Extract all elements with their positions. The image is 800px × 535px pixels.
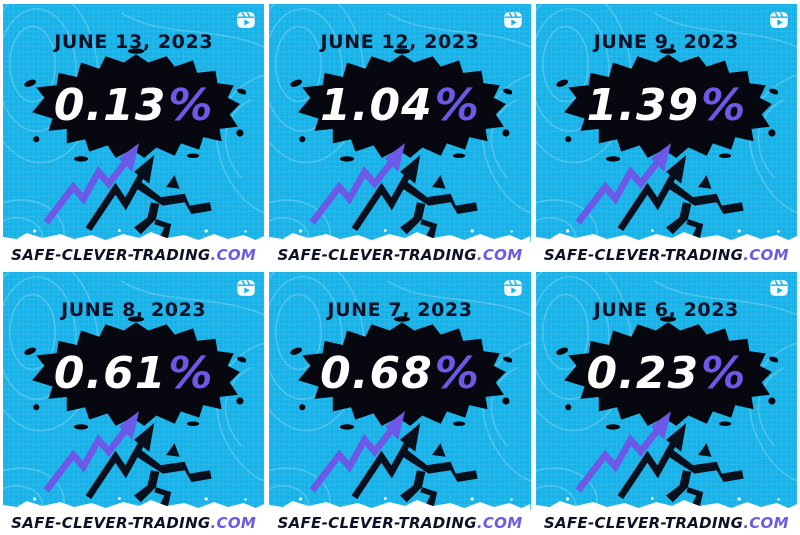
percent-readout: 0.68% (296, 324, 504, 422)
percent-readout: 1.04% (296, 56, 504, 154)
footer-band: SAFE-CLEVER-TRADING .COM (535, 497, 797, 535)
reels-icon (503, 279, 523, 297)
trading-post-tile[interactable]: JUNE 8, 2023 0.61% SAFE-CLEVER-TRADING .C… (3, 272, 265, 535)
percent-sign: % (168, 347, 214, 399)
website-tld: .COM (210, 245, 257, 264)
post-date: JUNE 12, 2023 (320, 31, 480, 53)
post-date: JUNE 8, 2023 (61, 299, 207, 321)
percent-sign: % (701, 79, 747, 131)
website-url: SAFE-CLEVER-TRADING .COM (269, 242, 530, 267)
website-tld: .COM (743, 245, 789, 264)
trading-post-tile[interactable]: JUNE 9, 2023 1.39% SAFE-CLEVER-TRADING .C… (535, 4, 797, 267)
torn-edge (535, 497, 797, 510)
percent-splash: 0.61% (23, 316, 246, 430)
percent-value: 0.61 (53, 347, 167, 399)
website-name: SAFE-CLEVER-TRADING (543, 245, 744, 264)
percent-readout: 0.13% (30, 56, 238, 154)
percent-readout: 0.23% (562, 324, 770, 422)
percent-splash: 1.04% (289, 48, 512, 162)
post-date: JUNE 9, 2023 (593, 31, 739, 53)
torn-edge (3, 497, 265, 510)
bull-arrow-illustration (560, 133, 772, 241)
footer-band: SAFE-CLEVER-TRADING .COM (535, 229, 797, 267)
website-name: SAFE-CLEVER-TRADING (277, 513, 477, 532)
website-name: SAFE-CLEVER-TRADING (543, 513, 744, 532)
percent-sign: % (168, 79, 214, 131)
torn-edge (535, 229, 797, 242)
trading-post-tile[interactable]: JUNE 12, 2023 1.04% SAFE-CLEVER-TRADING.… (269, 4, 531, 267)
reels-icon (769, 279, 789, 297)
torn-edge (3, 229, 265, 242)
website-url: SAFE-CLEVER-TRADING .COM (536, 510, 797, 535)
trading-post-tile[interactable]: JUNE 6, 2023 0.23% SAFE-CLEVER-TRADING .C… (535, 272, 797, 535)
percent-readout: 0.61% (30, 324, 238, 422)
website-url: SAFE-CLEVER-TRADING .COM (269, 510, 530, 535)
post-date: JUNE 7, 2023 (327, 299, 473, 321)
trading-post-tile[interactable]: JUNE 13, 2023 0.13% SAFE-CLEVER-TRADING.… (3, 4, 265, 267)
website-tld: .COM (210, 513, 257, 532)
post-date: JUNE 6, 2023 (593, 299, 739, 321)
percent-value: 0.23 (586, 347, 700, 399)
website-tld: .COM (476, 513, 523, 532)
post-date: JUNE 13, 2023 (54, 31, 214, 53)
percent-value: 0.68 (320, 347, 433, 399)
percent-value: 1.39 (586, 79, 700, 131)
website-name: SAFE-CLEVER-TRADING (277, 245, 477, 264)
percent-readout: 1.39% (562, 56, 770, 154)
percent-splash: 1.39% (555, 48, 779, 162)
bull-arrow-illustration (560, 401, 772, 509)
bull-arrow-illustration (28, 401, 240, 509)
percent-sign: % (701, 347, 747, 399)
footer-band: SAFE-CLEVER-TRADING .COM (269, 497, 531, 535)
trading-post-tile[interactable]: JUNE 7, 2023 0.68% SAFE-CLEVER-TRADING .C… (269, 272, 531, 535)
percent-sign: % (434, 79, 480, 131)
website-tld: .COM (476, 245, 523, 264)
footer-band: SAFE-CLEVER-TRADING .COM (3, 497, 265, 535)
torn-edge (269, 497, 531, 510)
website-name: SAFE-CLEVER-TRADING (11, 245, 211, 264)
website-url: SAFE-CLEVER-TRADING .COM (3, 510, 264, 535)
bull-arrow-illustration (294, 133, 506, 241)
percent-splash: 0.13% (23, 48, 246, 162)
reels-icon (769, 11, 789, 29)
percent-splash: 0.23% (555, 316, 779, 430)
percent-value: 0.13 (53, 79, 167, 131)
reels-icon (503, 11, 523, 29)
bull-arrow-illustration (294, 401, 506, 509)
website-name: SAFE-CLEVER-TRADING (11, 513, 211, 532)
website-tld: .COM (743, 513, 789, 532)
footer-band: SAFE-CLEVER-TRADING .COM (269, 229, 531, 267)
percent-sign: % (434, 347, 480, 399)
footer-band: SAFE-CLEVER-TRADING .COM (3, 229, 265, 267)
percent-value: 1.04 (320, 79, 433, 131)
website-url: SAFE-CLEVER-TRADING .COM (3, 242, 264, 267)
percent-splash: 0.68% (289, 316, 512, 430)
bull-arrow-illustration (28, 133, 240, 241)
torn-edge (269, 229, 531, 242)
reels-icon (236, 279, 256, 297)
reels-icon (236, 11, 256, 29)
website-url: SAFE-CLEVER-TRADING .COM (536, 242, 797, 267)
